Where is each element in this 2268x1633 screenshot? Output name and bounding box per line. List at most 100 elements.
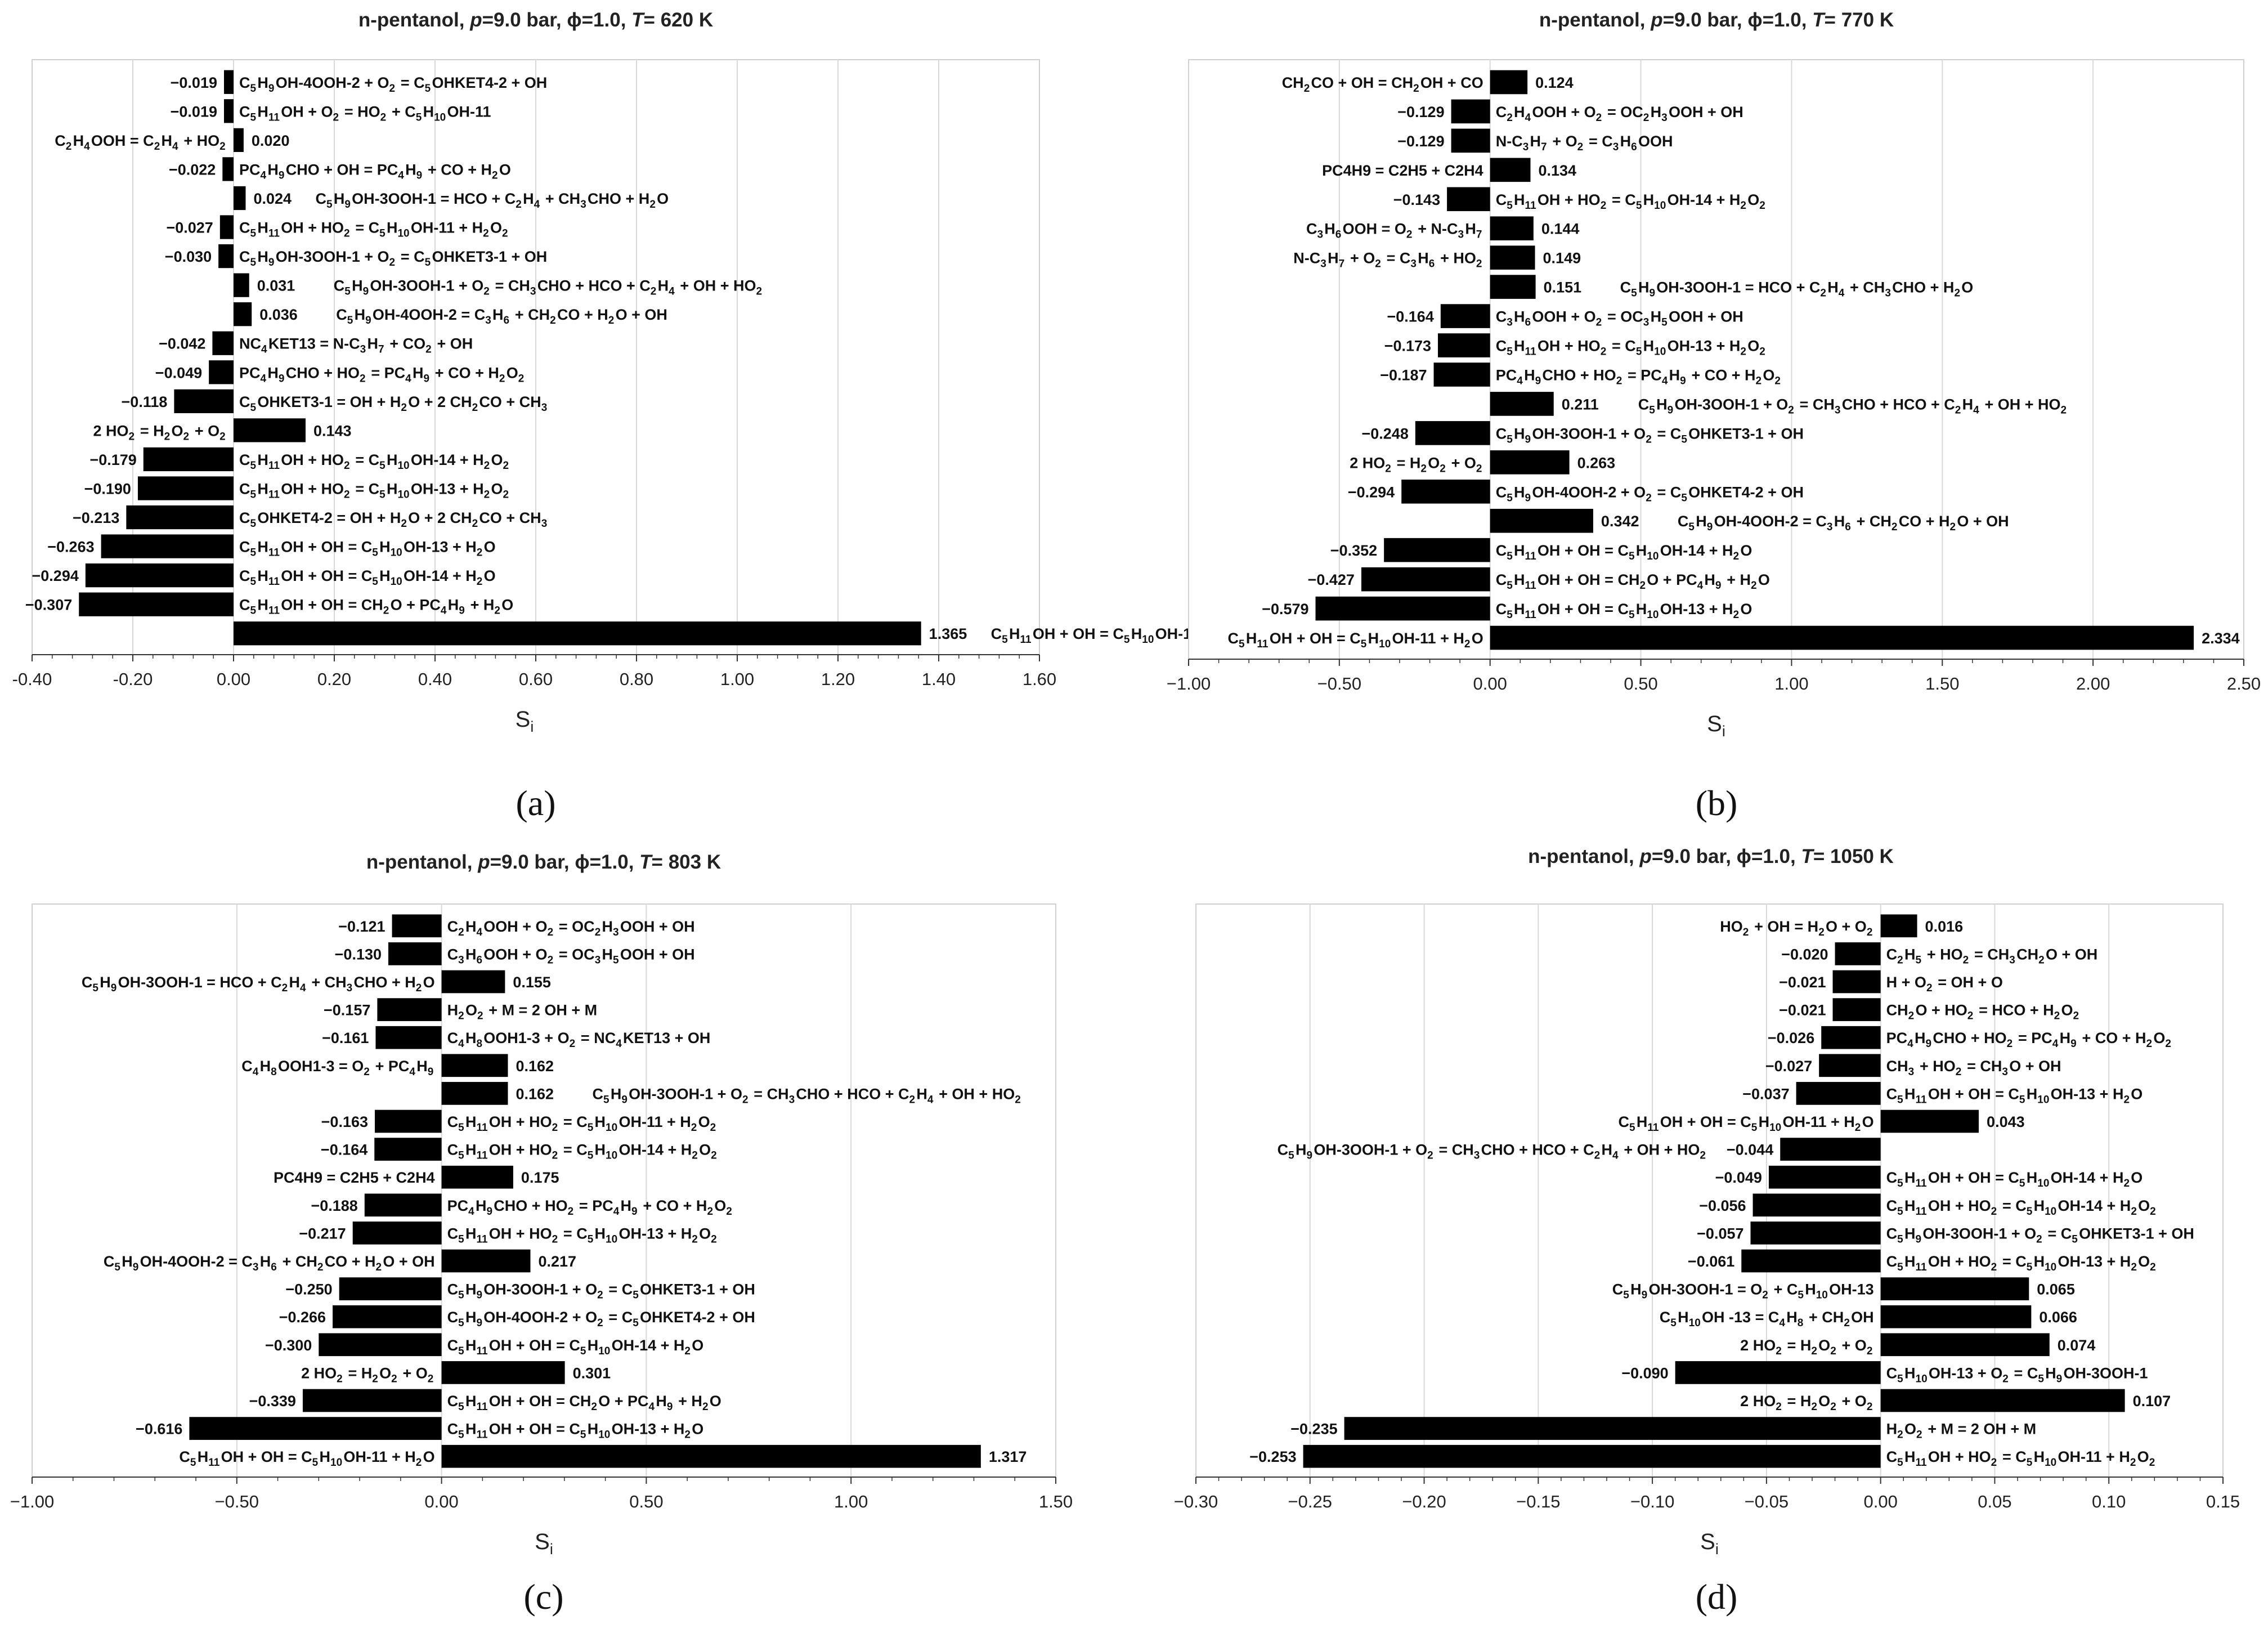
bar-value-label: −0.049: [155, 364, 202, 381]
bar-value-label: −0.266: [279, 1309, 326, 1326]
reaction-label: C5 H11 OH + HO2 = C5 H10 OH-13 + H2 O2: [1496, 338, 1767, 358]
bar: [441, 1165, 513, 1189]
x-tick-label: −0.50: [1317, 674, 1361, 694]
bar: [1750, 1222, 1881, 1245]
bar-value-label: 0.162: [516, 1085, 554, 1102]
bar: [1303, 1444, 1881, 1468]
x-tick-label: 0.15: [2206, 1492, 2240, 1511]
bar-value-label: 0.024: [253, 190, 292, 207]
bar-value-label: −0.129: [1397, 104, 1444, 120]
x-tick-label: 0.20: [317, 669, 351, 689]
bar: [1447, 187, 1490, 212]
panel-label: (a): [516, 783, 555, 823]
x-tick-label: −1.00: [1167, 674, 1211, 694]
bar: [1361, 567, 1490, 592]
reaction-label: C5 H11 OH + OH = C5 H10 OH-13 + H2 O: [239, 539, 496, 559]
x-tick-label: 1.00: [1774, 674, 1808, 694]
reaction-label: PC4H9 = C2H5 + C2H4: [1322, 162, 1483, 179]
bar-value-label: 0.016: [1925, 918, 1964, 935]
bar: [1835, 942, 1881, 965]
reaction-label: N-C3 H7 + O2 = C3 H6 + HO2: [1293, 250, 1483, 270]
reaction-label: C5 H11 OH + OH = C5 H10 OH-13 + H2 O: [447, 1421, 704, 1441]
reaction-label: PC4 H9 CHO + HO2 = PC4 H9 + CO + H2 O2: [1886, 1030, 2173, 1050]
bar: [1440, 304, 1490, 328]
bar: [137, 476, 234, 500]
bar: [1438, 333, 1490, 357]
bar-value-label: −0.248: [1362, 425, 1409, 442]
reaction-label: C5 H11 OH + OH = C5 H10 OH-11 + H2 O: [179, 1448, 434, 1469]
bar: [441, 1082, 508, 1105]
bar-value-label: −0.130: [335, 946, 382, 963]
bar-value-label: 0.124: [1535, 74, 1574, 91]
reaction-label: CH3 + HO2 = CH3 O + OH: [1886, 1058, 2061, 1078]
reaction-label: C5 H11 OH + HO2 = C5 H10 OH-11 + H2 O2: [447, 1113, 718, 1134]
reaction-label: C5 H10 OH -13 = C4 H8 + CH2 OH: [1660, 1309, 1874, 1329]
bar: [375, 1109, 442, 1133]
bar: [1796, 1082, 1881, 1105]
bar: [388, 942, 442, 965]
bar: [392, 914, 442, 938]
reaction-label: C5 H9 OH-4OOH-2 = C3 H6 + CH2 CO + H2 O …: [1678, 513, 2009, 533]
reaction-label: C5 H9 OH-3OOH-1 = HCO + C2 H4 + CH3 CHO …: [1620, 279, 1974, 299]
bar-value-label: −0.217: [299, 1225, 346, 1242]
reaction-label: C5 H9 OH-4OOH-2 + O2 = C5 OHKET4-2 + OH: [447, 1309, 755, 1329]
bar-value-label: 1.365: [929, 625, 967, 642]
x-tick-label: 0.50: [1624, 674, 1657, 694]
reaction-label: PC4 H9 CHO + HO2 = PC4 H9 + CO + H2 O2: [1496, 366, 1782, 387]
bar-value-label: 0.144: [1541, 221, 1580, 238]
bar: [1490, 450, 1570, 475]
bar: [1490, 245, 1535, 270]
reaction-label: C5 H9 OH-3OOH-1 + O2 = CH3 CHO + HCO + C…: [334, 278, 764, 298]
bar: [218, 244, 234, 269]
bar-value-label: −0.157: [324, 1002, 370, 1019]
bar: [441, 1361, 565, 1384]
bar-value-label: 0.155: [513, 974, 551, 991]
x-axis-title: Si: [1707, 712, 1725, 740]
reaction-label: C5 H11 OH + OH = CH2 O + PC4 H9 + H2 O: [447, 1393, 721, 1413]
reaction-label: C5 H11 OH + HO2 = C5 H10 OH-13 + H2 O2: [239, 480, 510, 500]
x-tick-label: 0.00: [217, 669, 250, 689]
bar-value-label: −0.190: [84, 480, 131, 497]
x-tick-label: −0.15: [1516, 1492, 1560, 1511]
reaction-label: C2 H5 + HO2 = CH3 CH2 O + OH: [1886, 946, 2098, 966]
bar-value-label: 0.175: [521, 1169, 559, 1186]
reaction-label: C5 OHKET3-1 = OH + H2 O + 2 CH2 CO + CH3: [239, 393, 549, 414]
bar: [209, 360, 234, 384]
x-axis-title: Si: [516, 707, 534, 735]
bar: [212, 331, 234, 355]
bar: [223, 99, 234, 123]
bar-value-label: −0.579: [1262, 601, 1308, 618]
reaction-label: C5 H11 OH + HO2 = C5 H10 OH-14 + H2 O2: [239, 451, 510, 472]
x-axis-title: Si: [1700, 1529, 1719, 1558]
bar-value-label: −0.030: [165, 248, 212, 265]
bar-value-label: −0.161: [322, 1030, 369, 1046]
bar: [234, 302, 252, 326]
bar: [234, 273, 249, 297]
x-axis-title: Si: [535, 1529, 553, 1558]
bar-value-label: −0.250: [285, 1281, 332, 1298]
bar: [1821, 1026, 1881, 1049]
reaction-label: C5 H11 OH + OH = C5 H10 OH-14 + H2 O: [239, 567, 496, 588]
bar-value-label: −0.037: [1742, 1085, 1789, 1102]
bar-value-label: 0.301: [573, 1364, 611, 1381]
bar-value-label: 0.149: [1543, 250, 1581, 267]
bar-value-label: −0.339: [249, 1393, 296, 1410]
reaction-label: C5 H9 OH-3OOH-1 + O2 = C5 OHKET3-1 + OH: [1886, 1225, 2194, 1245]
bar-value-label: −0.187: [1380, 366, 1427, 383]
chart-panel-a: −0.019 C5 H9 OH-4OOH-2 + O2 = C5 OHKET4-2…: [12, 9, 1247, 823]
reaction-label: C5 H11 OH + OH = C5 H10 OH-14 + H2 O: [1886, 1169, 2143, 1189]
bar-value-label: 1.317: [989, 1448, 1027, 1465]
reaction-label: PC4 H9 CHO + HO2 = PC4 H9 + CO + H2 O2: [447, 1197, 734, 1218]
x-tick-label: 1.50: [1039, 1492, 1073, 1511]
bar: [1880, 1333, 2050, 1357]
x-tick-label: 0.50: [629, 1492, 663, 1511]
reaction-label: NC4 KET13 = N-C3 H7 + CO2 + OH: [239, 335, 473, 356]
x-tick-label: −0.10: [1630, 1492, 1674, 1511]
reaction-label: C4 H8 OOH1-3 = O2 + PC4 H9: [241, 1058, 434, 1078]
bar-value-label: −0.235: [1290, 1421, 1337, 1438]
bar-value-label: −0.019: [171, 74, 217, 91]
reaction-label: C5 H9 OH-3OOH-1 + O2 = CH3 CHO + HCO + C…: [592, 1085, 1022, 1106]
bar-value-label: −0.213: [73, 509, 119, 526]
bar-value-label: −0.143: [1393, 191, 1440, 208]
bar-value-label: −0.300: [265, 1337, 312, 1354]
